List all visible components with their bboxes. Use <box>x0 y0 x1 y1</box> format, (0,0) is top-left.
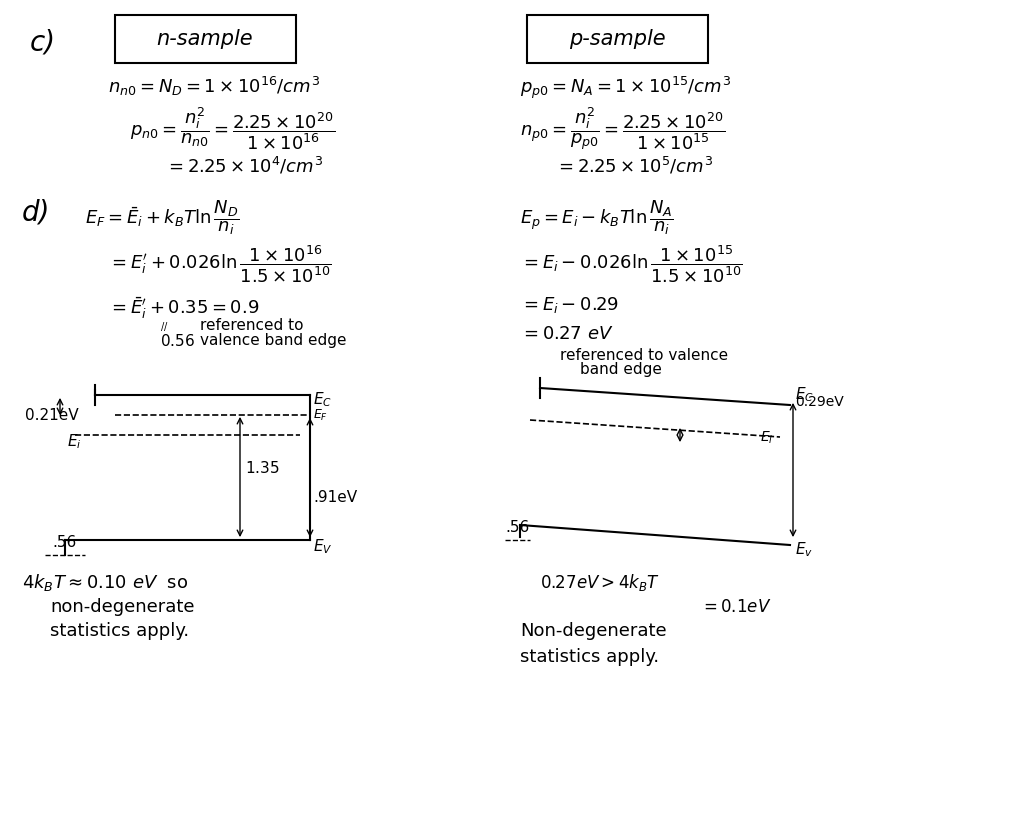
Text: $= \bar{E}_i^{\prime} + 0.35 = 0.9$: $= \bar{E}_i^{\prime} + 0.35 = 0.9$ <box>108 295 259 320</box>
Text: statistics apply.: statistics apply. <box>520 648 659 666</box>
Text: $= 2.25\times10^{4}/cm^3$: $= 2.25\times10^{4}/cm^3$ <box>165 155 324 176</box>
FancyBboxPatch shape <box>527 15 708 63</box>
Text: p-sample: p-sample <box>568 29 666 49</box>
Text: Non-degenerate: Non-degenerate <box>520 622 667 640</box>
Text: $E_C$: $E_C$ <box>313 390 332 409</box>
Text: $1.35$: $1.35$ <box>245 460 280 476</box>
Text: $E_v$: $E_v$ <box>795 540 813 559</box>
Text: $E_C$: $E_C$ <box>795 385 814 404</box>
Text: .56: .56 <box>52 535 76 550</box>
Text: $E_i$: $E_i$ <box>760 430 773 446</box>
Text: $E_F$: $E_F$ <box>313 408 328 423</box>
Text: $0.27eV > 4k_BT$: $0.27eV > 4k_BT$ <box>540 572 660 593</box>
Text: referenced to valence: referenced to valence <box>560 348 728 363</box>
Text: $E_F = \bar{E}_i + k_BT\ln\dfrac{N_D}{n_i}$: $E_F = \bar{E}_i + k_BT\ln\dfrac{N_D}{n_… <box>85 198 240 237</box>
Text: $= 0.1eV$: $= 0.1eV$ <box>700 598 771 616</box>
Text: c): c) <box>30 28 56 56</box>
Text: $0.56$: $0.56$ <box>160 333 195 349</box>
Text: referenced to: referenced to <box>200 318 303 333</box>
Text: d): d) <box>22 198 50 226</box>
Text: 0.29eV: 0.29eV <box>795 395 844 409</box>
Text: $= 0.27\ eV$: $= 0.27\ eV$ <box>520 325 613 343</box>
Text: $p_{p0} = N_A = 1\times10^{15}/cm^3$: $p_{p0} = N_A = 1\times10^{15}/cm^3$ <box>520 75 731 102</box>
Text: $E_i$: $E_i$ <box>67 432 82 451</box>
Text: band edge: band edge <box>580 362 662 377</box>
Text: $= E_i - 0.026\ln\dfrac{1\times10^{15}}{1.5\times10^{10}}$: $= E_i - 0.026\ln\dfrac{1\times10^{15}}{… <box>520 243 742 285</box>
Text: $E_p = E_i - k_BT\ln\dfrac{N_A}{n_i}$: $E_p = E_i - k_BT\ln\dfrac{N_A}{n_i}$ <box>520 198 674 237</box>
Text: $= 2.25\times10^{5}/cm^3$: $= 2.25\times10^{5}/cm^3$ <box>555 155 713 176</box>
Text: .56: .56 <box>505 520 529 535</box>
Text: $p_{n0} = \dfrac{n_i^2}{n_{n0}} = \dfrac{2.25\times10^{20}}{1\times10^{16}}$: $p_{n0} = \dfrac{n_i^2}{n_{n0}} = \dfrac… <box>130 105 335 152</box>
Text: $= E_i - 0.29$: $= E_i - 0.29$ <box>520 295 620 315</box>
Text: 0.21eV: 0.21eV <box>25 408 79 423</box>
Text: $E_V$: $E_V$ <box>313 537 333 555</box>
Text: n-sample: n-sample <box>157 29 253 49</box>
Text: statistics apply.: statistics apply. <box>50 622 189 640</box>
FancyBboxPatch shape <box>115 15 296 63</box>
Text: $n_{n0} = N_D = 1\times10^{16}/cm^3$: $n_{n0} = N_D = 1\times10^{16}/cm^3$ <box>108 75 321 98</box>
Text: valence band edge: valence band edge <box>200 333 346 348</box>
Text: .91eV: .91eV <box>313 490 357 505</box>
Text: $= E_i^{\prime} + 0.026\ln\dfrac{1\times10^{16}}{1.5\times10^{10}}$: $= E_i^{\prime} + 0.026\ln\dfrac{1\times… <box>108 243 332 285</box>
Text: $_{//}$: $_{//}$ <box>160 320 169 334</box>
Text: non-degenerate: non-degenerate <box>50 598 195 616</box>
Text: $n_{p0} = \dfrac{n_i^2}{p_{p0}} = \dfrac{2.25\times10^{20}}{1\times10^{15}}$: $n_{p0} = \dfrac{n_i^2}{p_{p0}} = \dfrac… <box>520 105 725 152</box>
Text: $4k_BT \approx 0.10\ eV$  so: $4k_BT \approx 0.10\ eV$ so <box>22 572 188 593</box>
